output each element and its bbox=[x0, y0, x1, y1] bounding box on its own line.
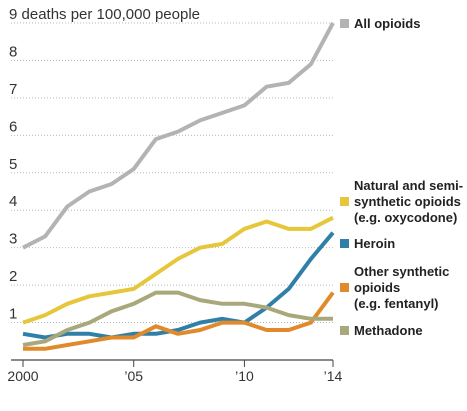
y-tick-label: 2 bbox=[9, 268, 17, 285]
legend-swatch-natural bbox=[340, 197, 349, 206]
y-tick-label: 3 bbox=[9, 231, 17, 248]
legend-label-natural: (e.g. oxycodone) bbox=[354, 210, 457, 225]
series-line-other bbox=[23, 291, 335, 351]
y-tick-label: 5 bbox=[9, 156, 17, 173]
series-line-heroin bbox=[22, 231, 335, 340]
legend-label-all: All opioids bbox=[354, 16, 420, 31]
x-tick-label: 2000 bbox=[7, 368, 38, 384]
legend-layer: All opioids Natural and semi-synthetic op… bbox=[340, 16, 463, 338]
legend-label-heroin: Heroin bbox=[354, 236, 395, 251]
legend-swatch-methadone bbox=[340, 326, 349, 335]
legend-label-natural: Natural and semi- bbox=[354, 178, 463, 193]
x-tick-label: ’10 bbox=[235, 368, 254, 384]
y-tick-label: 7 bbox=[9, 81, 17, 98]
x-tick-label: ’05 bbox=[124, 368, 143, 384]
y-tick-label: 1 bbox=[9, 306, 17, 323]
y-tick-label: 8 bbox=[9, 43, 17, 60]
grid-layer bbox=[11, 22, 333, 324]
y-tick-label: 4 bbox=[9, 193, 17, 210]
series-line-methadone bbox=[22, 290, 333, 347]
legend-label-other: (e.g. fentanyl) bbox=[354, 296, 439, 311]
legend-label-other: Other synthetic bbox=[354, 264, 449, 279]
legend-label-other: opioids bbox=[354, 280, 400, 295]
y-tick-label: 6 bbox=[9, 118, 17, 135]
legend-label-methadone: Methadone bbox=[354, 323, 423, 338]
legend-swatch-other bbox=[340, 283, 349, 292]
series-line-all bbox=[22, 22, 335, 250]
series-layer bbox=[22, 22, 335, 351]
axis-layer: 1 2 3 4 5 6 7 8 9 deaths per 100,000 people 2000 ’… bbox=[7, 6, 342, 384]
legend-swatch-all bbox=[340, 19, 349, 28]
series-line-natural bbox=[22, 215, 334, 325]
legend-label-natural: synthetic opioids bbox=[354, 194, 461, 209]
y-tick-label: 9 deaths per 100,000 people bbox=[9, 6, 200, 23]
legend-swatch-heroin bbox=[340, 239, 349, 248]
x-tick-label: ’14 bbox=[324, 368, 343, 384]
